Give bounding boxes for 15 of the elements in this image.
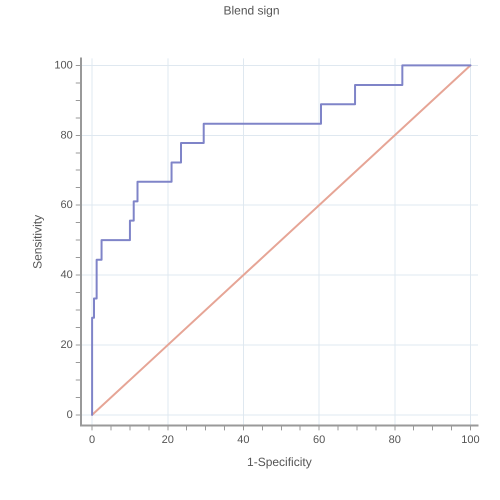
y-tick-label: 80 — [60, 129, 73, 142]
x-tick-label: 0 — [89, 434, 96, 446]
x-tick-label: 40 — [237, 434, 250, 446]
y-tick-label: 20 — [60, 339, 73, 352]
y-tick-label: 60 — [60, 199, 73, 212]
x-tick-label: 100 — [461, 434, 480, 446]
y-axis-title: Sensitivity — [30, 214, 45, 269]
chart-title: Blend sign — [223, 4, 280, 18]
x-tick-label: 80 — [388, 434, 401, 446]
x-tick-label: 20 — [162, 434, 174, 446]
y-tick-label: 0 — [66, 408, 73, 421]
x-axis-title: 1-Specificity — [247, 455, 312, 470]
y-tick-label: 100 — [54, 59, 73, 72]
y-tick-label: 40 — [60, 269, 73, 282]
x-tick-label: 60 — [312, 434, 326, 446]
